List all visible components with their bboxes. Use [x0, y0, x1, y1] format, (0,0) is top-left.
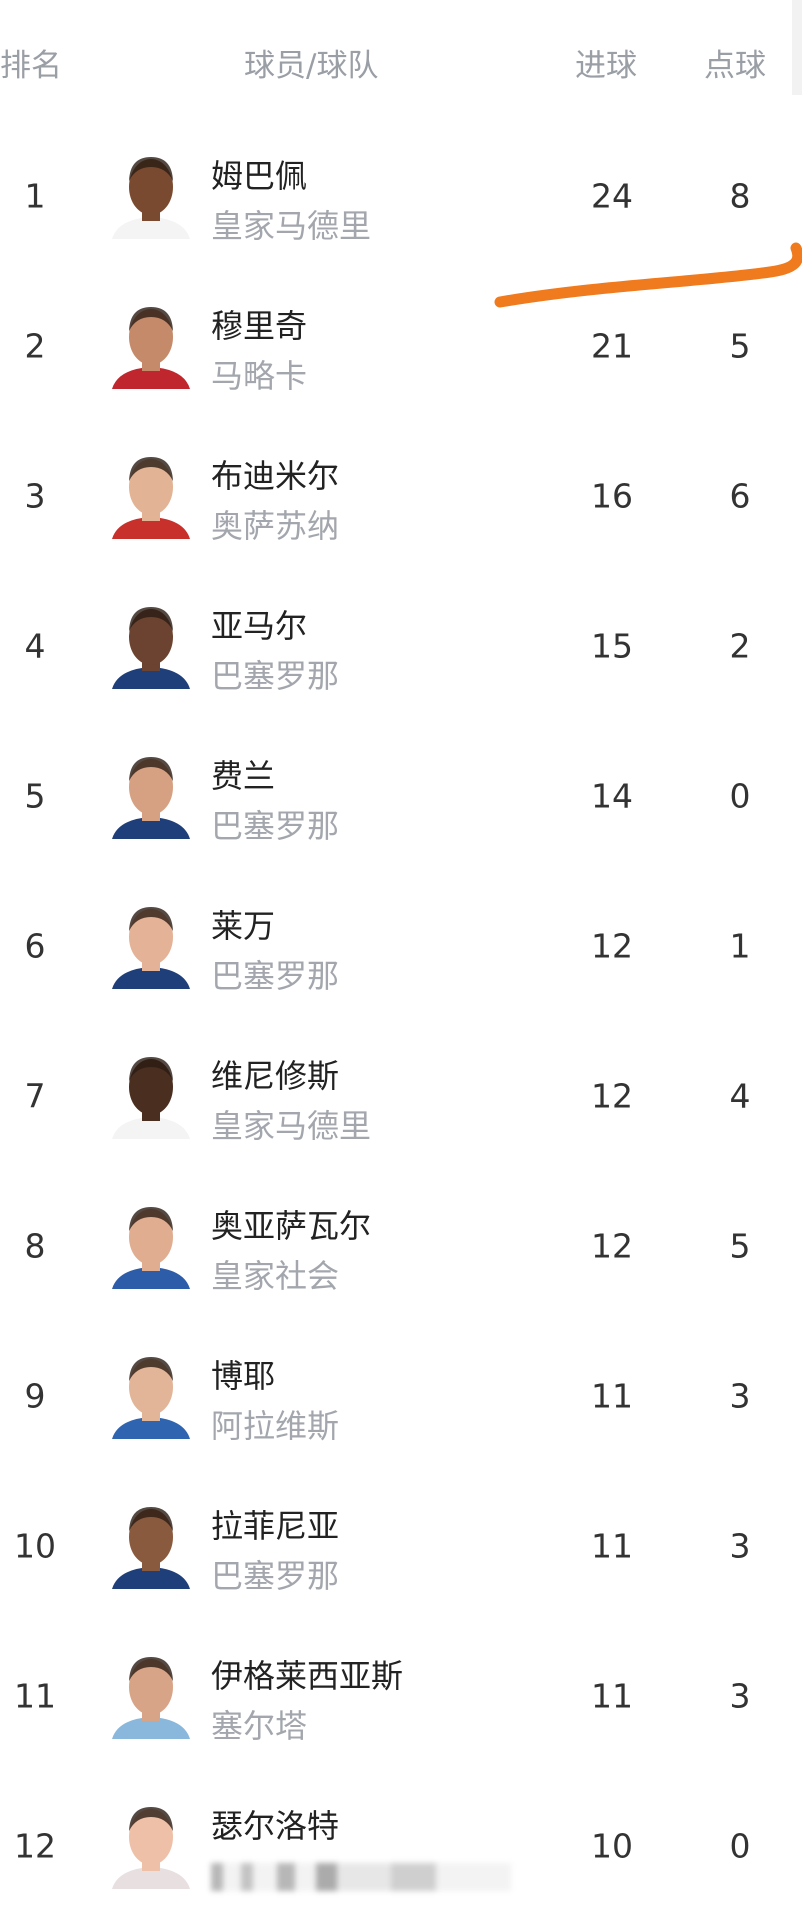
goals: 11: [591, 1376, 633, 1416]
rank: 8: [24, 1226, 46, 1266]
team-name: 皇家社会: [211, 1257, 340, 1295]
header-goals[interactable]: 进球: [575, 48, 637, 84]
avatar[interactable]: [108, 1199, 194, 1289]
rank: 6: [24, 926, 46, 966]
goals: 12: [591, 1226, 633, 1266]
avatar[interactable]: [108, 749, 194, 839]
header-penalties[interactable]: 点球: [704, 48, 766, 84]
table-row[interactable]: 11 伊格莱西亚斯 塞尔塔 11 3: [0, 1621, 802, 1771]
avatar[interactable]: [108, 899, 194, 989]
team-name: 巴塞罗那: [211, 807, 340, 845]
penalties: 3: [729, 1676, 751, 1716]
player-name[interactable]: 费兰: [211, 757, 276, 795]
avatar[interactable]: [108, 1799, 194, 1889]
avatar[interactable]: [108, 1649, 194, 1739]
table-row[interactable]: 3 布迪米尔 奥萨苏纳 16 6: [0, 421, 802, 571]
player-name[interactable]: 维尼修斯: [211, 1057, 340, 1095]
team-name: 皇家马德里: [211, 1107, 372, 1145]
penalties: 3: [729, 1526, 751, 1566]
rank: 3: [24, 476, 46, 516]
goals: 12: [591, 1076, 633, 1116]
table-row[interactable]: 7 维尼修斯 皇家马德里 12 4: [0, 1021, 802, 1171]
player-name[interactable]: 姆巴佩: [211, 157, 308, 195]
player-name[interactable]: 奥亚萨瓦尔: [211, 1207, 372, 1245]
player-name[interactable]: 穆里奇: [211, 307, 308, 345]
rank: 4: [24, 626, 46, 666]
player-name[interactable]: 伊格莱西亚斯: [211, 1657, 404, 1695]
team-name: 塞尔塔: [211, 1707, 308, 1745]
table-row[interactable]: 8 奥亚萨瓦尔 皇家社会 12 5: [0, 1171, 802, 1321]
team-name: 巴塞罗那: [211, 657, 340, 695]
avatar[interactable]: [108, 299, 194, 389]
penalties: 0: [729, 1826, 751, 1866]
rank: 12: [14, 1826, 56, 1866]
rank: 10: [14, 1526, 56, 1566]
rank: 2: [24, 326, 46, 366]
scrollbar[interactable]: [792, 0, 802, 95]
rank: 11: [14, 1676, 56, 1716]
table-row[interactable]: 1 姆巴佩 皇家马德里 24 8: [0, 121, 802, 271]
rank: 7: [24, 1076, 46, 1116]
avatar[interactable]: [108, 1349, 194, 1439]
avatar[interactable]: [108, 599, 194, 689]
goals: 21: [591, 326, 633, 366]
header-player-team: 球员/球队: [244, 48, 379, 84]
rank: 5: [24, 776, 46, 816]
goals: 16: [591, 476, 633, 516]
player-name[interactable]: 拉菲尼亚: [211, 1507, 340, 1545]
penalties: 6: [729, 476, 751, 516]
table-row[interactable]: 2 穆里奇 马略卡 21 5: [0, 271, 802, 421]
player-name[interactable]: 亚马尔: [211, 607, 308, 645]
penalties: 3: [729, 1376, 751, 1416]
blurred-team-name: [211, 1863, 511, 1891]
penalties: 1: [729, 926, 751, 966]
avatar[interactable]: [108, 449, 194, 539]
player-name[interactable]: 博耶: [211, 1357, 276, 1395]
team-name: 巴塞罗那: [211, 1557, 340, 1595]
penalties: 8: [729, 176, 751, 216]
player-name[interactable]: 布迪米尔: [211, 457, 340, 495]
avatar[interactable]: [108, 149, 194, 239]
rank: 1: [24, 176, 46, 216]
player-name[interactable]: 莱万: [211, 907, 276, 945]
player-name[interactable]: 瑟尔洛特: [211, 1807, 340, 1845]
avatar[interactable]: [108, 1049, 194, 1139]
goals: 15: [591, 626, 633, 666]
team-name: 马略卡: [211, 357, 308, 395]
table-row[interactable]: 10 拉菲尼亚 巴塞罗那 11 3: [0, 1471, 802, 1621]
team-name: 皇家马德里: [211, 207, 372, 245]
table-row[interactable]: 12 瑟尔洛特 10 0: [0, 1771, 802, 1921]
penalties: 2: [729, 626, 751, 666]
team-name: 奥萨苏纳: [211, 507, 340, 545]
table-row[interactable]: 6 莱万 巴塞罗那 12 1: [0, 871, 802, 1021]
goals: 10: [591, 1826, 633, 1866]
team-name: 巴塞罗那: [211, 957, 340, 995]
table-row[interactable]: 9 博耶 阿拉维斯 11 3: [0, 1321, 802, 1471]
team-name: 阿拉维斯: [211, 1407, 340, 1445]
goals: 24: [591, 176, 633, 216]
penalties: 4: [729, 1076, 751, 1116]
goals: 11: [591, 1676, 633, 1716]
penalties: 5: [729, 326, 751, 366]
penalties: 0: [729, 776, 751, 816]
header-rank: 排名: [0, 48, 62, 84]
goals: 14: [591, 776, 633, 816]
table-row[interactable]: 4 亚马尔 巴塞罗那 15 2: [0, 571, 802, 721]
goals: 11: [591, 1526, 633, 1566]
goals: 12: [591, 926, 633, 966]
table-row[interactable]: 5 费兰 巴塞罗那 14 0: [0, 721, 802, 871]
avatar[interactable]: [108, 1499, 194, 1589]
penalties: 5: [729, 1226, 751, 1266]
rank: 9: [24, 1376, 46, 1416]
